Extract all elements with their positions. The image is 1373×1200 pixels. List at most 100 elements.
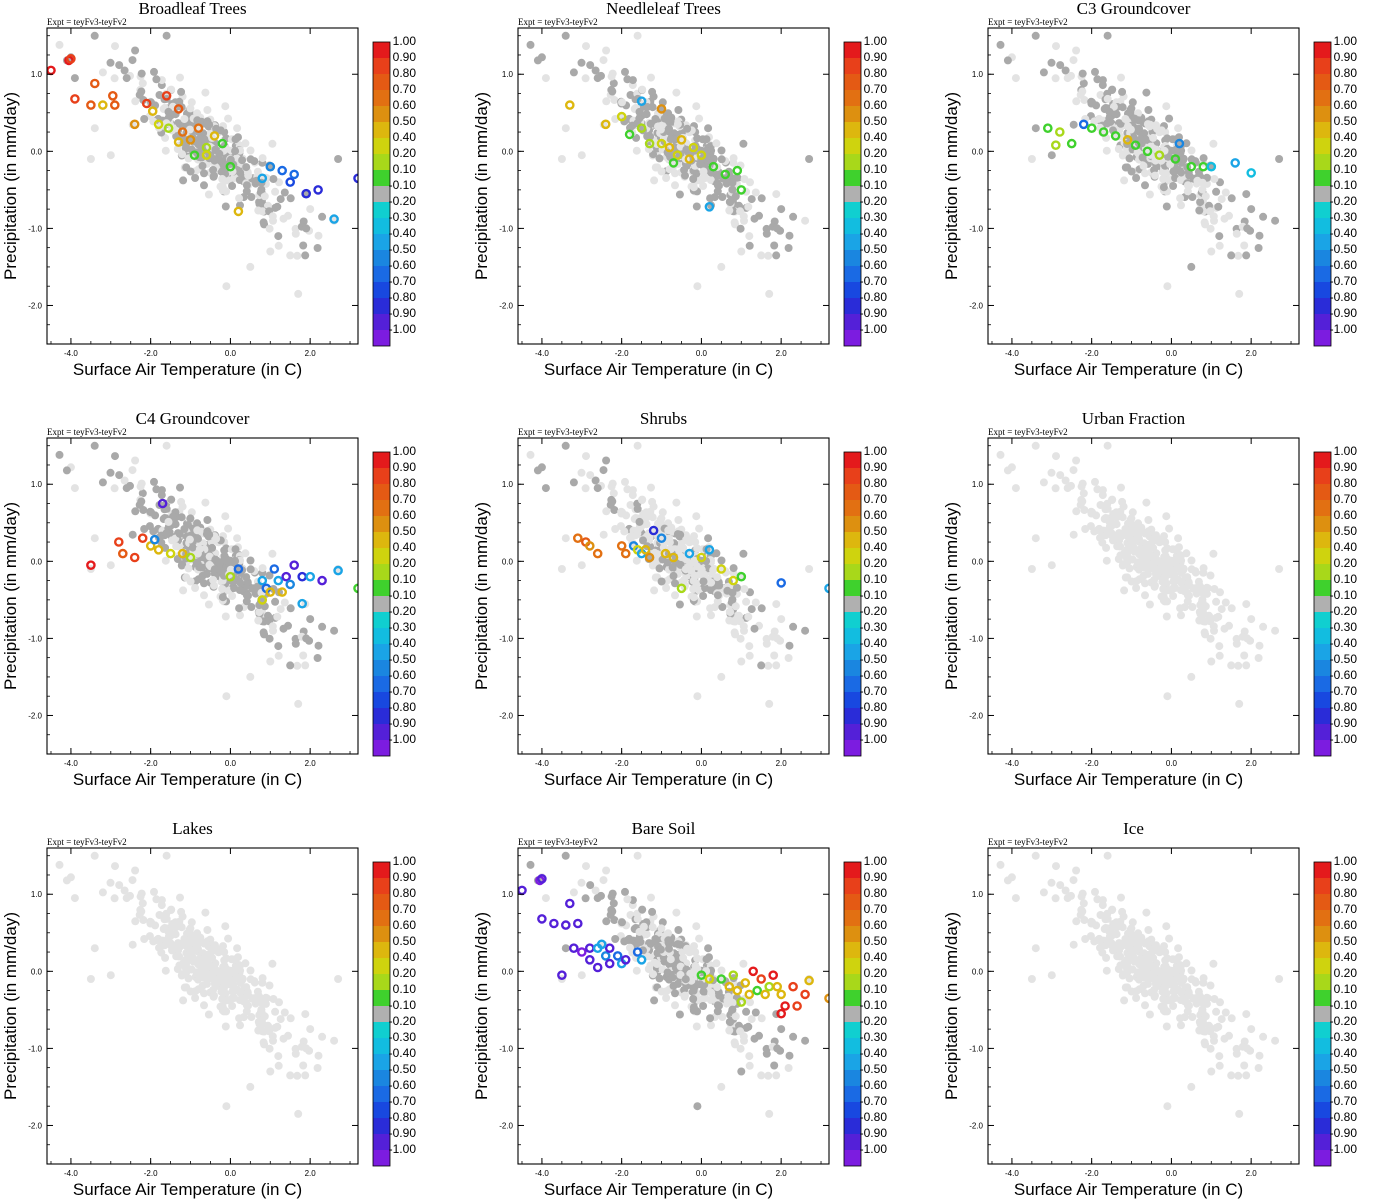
data-point (728, 575, 739, 586)
background-point (609, 79, 618, 88)
background-point (1142, 908, 1151, 917)
colorbar-label: 0.10 (1334, 982, 1358, 996)
background-point (246, 155, 255, 164)
colorbar-label: 0.20 (1334, 966, 1358, 980)
colorbar-swatch (1314, 692, 1331, 708)
background-point (1103, 504, 1112, 513)
background-point (1078, 69, 1087, 78)
background-point (1072, 456, 1081, 465)
background-point (739, 139, 748, 148)
background-point (1174, 944, 1183, 953)
colorbar-swatch (373, 1086, 390, 1102)
background-point (291, 229, 300, 238)
colorbar-label: -1.00 (860, 732, 888, 746)
background-point (692, 202, 701, 211)
background-point (1217, 195, 1226, 204)
colorbar-label: -0.50 (1330, 652, 1358, 666)
background-point (602, 97, 611, 106)
background-point (233, 944, 242, 953)
background-point (699, 167, 708, 176)
background-point (1105, 107, 1114, 116)
background-point (648, 497, 657, 506)
background-point (1217, 1015, 1226, 1024)
colorbar-swatch (1314, 1118, 1331, 1134)
background-point (1221, 188, 1230, 197)
x-tick-label: 0.0 (696, 1169, 708, 1178)
background-point (725, 206, 734, 215)
colorbar-swatch (373, 894, 390, 910)
background-point (247, 1013, 256, 1021)
background-point (1254, 654, 1263, 662)
background-point (789, 212, 798, 221)
background-point (608, 479, 617, 488)
colorbar-label: 0.10 (1334, 572, 1358, 586)
background-point (180, 115, 189, 123)
experiment-label: Expt = teyFv3-teyFv2 (47, 837, 127, 847)
colorbar-label: -0.90 (860, 306, 888, 320)
data-point (616, 111, 627, 122)
background-point (1207, 1067, 1216, 1076)
data-point (557, 970, 567, 980)
colorbar-swatch (373, 724, 390, 740)
background-point (269, 175, 278, 183)
plot-frame (517, 27, 830, 345)
colorbar-label: 0.40 (864, 130, 888, 144)
background-point (86, 155, 95, 163)
background-point (1120, 176, 1129, 185)
data-point (1098, 127, 1109, 137)
background-point (801, 1036, 810, 1045)
colorbar-label: -0.60 (1330, 1078, 1358, 1092)
colorbar-label: -0.70 (1330, 1094, 1358, 1108)
y-tick-label: 0.0 (972, 967, 984, 976)
background-point (115, 61, 124, 70)
background-point (633, 441, 642, 450)
background-point (707, 1021, 715, 1030)
colorbar-swatch (1314, 74, 1331, 90)
background-point (725, 616, 734, 625)
background-point (1187, 672, 1196, 681)
background-point (1176, 194, 1185, 203)
data-point (225, 161, 236, 172)
background-point (1103, 939, 1112, 948)
background-point (737, 247, 746, 256)
data-point (281, 571, 291, 582)
colorbar-swatch (373, 1022, 390, 1038)
colorbar-swatch (844, 106, 861, 122)
data-point (688, 142, 699, 153)
background-point (561, 441, 570, 450)
background-point (1227, 1071, 1236, 1080)
background-point (279, 214, 288, 223)
data-point (98, 100, 108, 110)
colorbar-label: 0.60 (864, 508, 888, 522)
background-point (1118, 907, 1127, 916)
data-point (728, 970, 739, 980)
colorbar-label: -0.30 (1330, 1030, 1358, 1044)
y-tick-label: -2.0 (499, 1121, 513, 1130)
colorbar-label: 0.20 (393, 556, 417, 570)
data-point (289, 169, 299, 180)
background-point (1145, 1010, 1154, 1019)
background-point (692, 512, 701, 521)
background-point (258, 974, 267, 983)
background-point (765, 289, 774, 298)
colorbar-label: -0.20 (389, 1014, 417, 1028)
background-point (1121, 115, 1130, 123)
background-point (671, 181, 679, 190)
background-point (1093, 895, 1102, 904)
colorbar-label: -0.20 (389, 604, 417, 618)
panel-title: Lakes (172, 819, 213, 838)
colorbar-swatch (1314, 468, 1331, 484)
background-point (696, 980, 705, 989)
colorbar-label: -0.60 (389, 668, 417, 682)
background-point (1136, 955, 1145, 964)
background-point (664, 116, 673, 125)
background-point (1275, 565, 1284, 573)
background-point (260, 192, 269, 201)
colorbar-frame (372, 861, 391, 1167)
background-points (526, 31, 814, 298)
background-point (1242, 1010, 1251, 1019)
colorbar-label: 0.70 (393, 82, 417, 96)
